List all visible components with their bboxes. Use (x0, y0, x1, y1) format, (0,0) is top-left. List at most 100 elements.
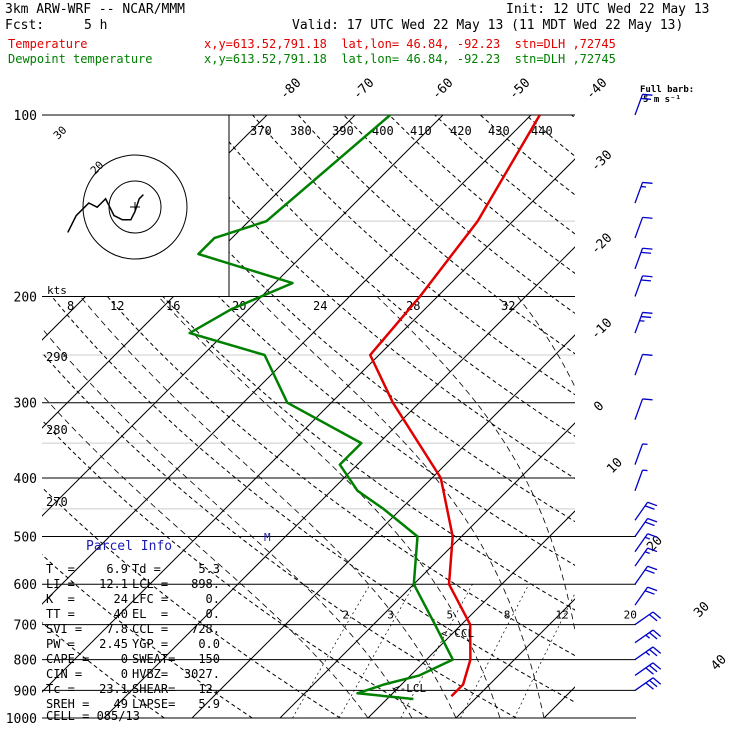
wind-barb (634, 181, 653, 204)
wind-barb-flag (645, 651, 651, 656)
parcel-field: 7.8 (106, 622, 128, 636)
wind-barb-staff (634, 677, 654, 691)
wind-barb-staff (634, 547, 649, 567)
pressure-tick-label: 100 (14, 109, 37, 124)
isentrope-label: 390 (332, 124, 354, 138)
parcel-field: PW = (46, 637, 75, 651)
init-time: Init: 12 UTC Wed 22 May 13 (506, 2, 710, 17)
wind-barb-staff (634, 275, 644, 297)
forecast-hour: 5 h (84, 18, 108, 33)
wind-barb-flag (640, 315, 652, 319)
dewpoint-legend-label: Dewpoint temperature (8, 52, 153, 66)
parcel-field: 23.1 (99, 682, 128, 696)
isotherm (191, 334, 575, 719)
parcel-field: CAPE = (46, 652, 90, 666)
wind-barb-flag (645, 667, 654, 675)
wind-barb-staff (634, 443, 644, 465)
profile-lines (188, 115, 541, 701)
mixing-ratio-line (586, 584, 647, 718)
parcel-field: SREH = (46, 697, 90, 711)
wind-barb-staff (634, 518, 649, 537)
parcel-field: 6.9 (106, 562, 128, 576)
wind-barb-flag (648, 614, 658, 622)
temperature-legend-label: Temperature (8, 37, 88, 51)
parcel-field: 12. (198, 682, 220, 696)
wind-barb-flag (644, 521, 655, 527)
pressure-tick-label: 500 (14, 530, 37, 545)
isentrope-label: 420 (450, 124, 472, 138)
parcel-row: CAPE = 0 SWEAT= 150 (46, 652, 220, 666)
wind-barb-staff (634, 182, 644, 204)
parcel-field: LFC = (132, 592, 169, 606)
parcel-field: 728. (191, 622, 220, 636)
isentrope-label: 400 (372, 124, 394, 138)
isotherm (367, 510, 575, 719)
parcel-field: 898. (191, 577, 220, 591)
moist-adiabat (255, 296, 545, 719)
pressure-tick-label: 300 (14, 397, 37, 412)
wind-barb-flag (648, 679, 658, 688)
parcel-field: 0.0 (198, 637, 220, 651)
parcel-field: K = (46, 592, 75, 606)
wind-barb (634, 275, 653, 297)
parcel-field: Td = (132, 562, 161, 576)
annotations: <-CCL <-LCL M (264, 531, 474, 695)
isotherm-label: -50 (506, 76, 533, 103)
wind-barb-staff (634, 611, 654, 626)
pressure-tick-label: 700 (14, 619, 37, 634)
parcel-row: CIN = 0 HVBZ= 3027. (46, 667, 220, 681)
wind-barb-flag (644, 536, 651, 540)
wind-barb (634, 547, 658, 567)
isentrope-label: 430 (488, 124, 510, 138)
hodograph-ring (82, 154, 188, 260)
parcel-field: 5.3 (198, 562, 220, 576)
hodograph-speed-label: 32 (501, 299, 515, 313)
isotherm-label: -40 (583, 76, 610, 103)
parcel-field: HVBZ= (132, 667, 169, 681)
wind-barb-staff (634, 533, 649, 553)
mixing-ratio-label: 12 (556, 609, 569, 622)
wind-barb-flag (642, 311, 653, 314)
forecast-label: Fcst: (5, 18, 45, 33)
parcel-row: LI = 12.1 LCL = 898. (46, 577, 220, 591)
isotherm-label: -70 (350, 76, 377, 103)
parcel-field: CCL = (132, 622, 169, 636)
wind-barb-flag (642, 93, 653, 96)
parcel-row: T = 6.9 Td = 5.3 (46, 562, 220, 576)
parcel-field: SWEAT= (132, 652, 176, 666)
parcel-field: SHEAR= (132, 682, 176, 696)
dry-adiabat (42, 283, 575, 703)
lcl-marker: <-LCL (393, 682, 426, 695)
parcel-row: K = 24 LFC = 0. (46, 592, 220, 606)
isentrope-label: 280 (46, 423, 68, 437)
pressure-tick-label: 800 (14, 654, 37, 669)
wind-barb-flag (645, 682, 654, 690)
wind-barb-staff (634, 501, 649, 521)
parcel-field: LCL = (132, 577, 169, 591)
temperature-profile (368, 115, 541, 698)
wind-barb (634, 311, 653, 334)
wind-barb-flag (642, 247, 653, 250)
wind-barb-staff (634, 398, 644, 420)
valid-time: Valid: 17 UTC Wed 22 May 13 (11 MDT Wed … (292, 18, 684, 33)
parcel-field: LI = (46, 577, 75, 591)
barb-speed-label: 5 m s⁻¹ (643, 95, 681, 105)
hodograph-speed-label: 16 (166, 299, 180, 313)
pressure-tick-label: 200 (14, 291, 37, 306)
mixing-ratio-label: 5 (446, 609, 453, 622)
parcel-field: 0 (120, 652, 128, 666)
pressure-tick-label: 900 (14, 684, 37, 699)
wind-barb-flag (652, 662, 662, 670)
wind-barb (634, 216, 653, 239)
isotherm (42, 115, 444, 517)
parcel-field: 12.1 (99, 577, 128, 591)
wind-barb-flag (652, 629, 662, 637)
dry-adiabat (42, 213, 575, 657)
dry-adiabat (663, 115, 740, 718)
parcel-field: 49 (113, 697, 128, 711)
isotherm-label: -10 (588, 316, 615, 343)
wind-barb (634, 646, 662, 661)
parcel-row: PW = 2.45 YGP = 0.0 (46, 637, 220, 651)
